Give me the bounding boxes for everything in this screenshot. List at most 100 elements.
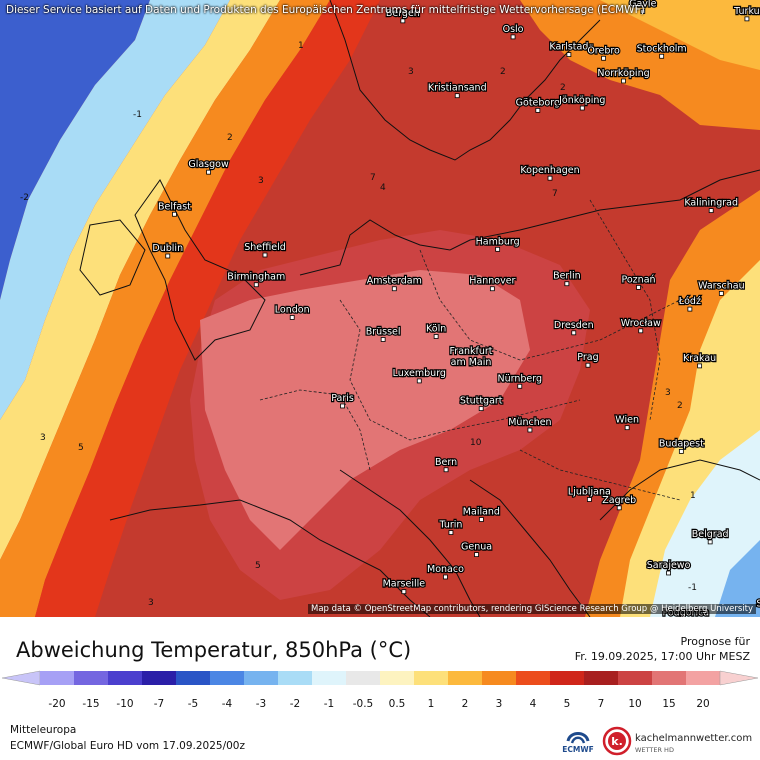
city-label: Nürnberg [497,373,542,384]
temperature-anomaly-map[interactable]: BergenOsloKarlstadGävleStockholmTurkuHel… [0,0,760,617]
city-label: Kaliningrad [684,198,738,209]
legend-swatch [74,671,109,685]
city-dot [489,286,495,292]
isoline-value: 7 [552,189,558,199]
city-dot [744,16,750,22]
city-marker: Mailand [462,505,501,522]
city-marker: Paris [330,392,355,409]
isoline-value: 2 [677,401,683,411]
legend-swatch [482,671,517,685]
city-dot [527,427,533,433]
city-marker: Oslo [501,23,525,40]
legend-swatch [40,671,75,685]
legend-swatch [516,671,551,685]
isoline-value: 3 [408,67,414,77]
city-marker: Wien [614,413,640,431]
city-label: Norrköping [597,68,649,79]
city-label: Paris [331,393,354,404]
city-dot [400,18,406,24]
city-marker: Amsterdam [366,275,423,292]
city-label: London [275,304,310,315]
city-label: Łódź [678,296,701,307]
ecmwf-notice: Dieser Service basiert auf Daten und Pro… [6,4,645,16]
city-label: Sarajewo [647,560,691,571]
ecmwf-logo-text: ECMWF [562,745,594,754]
legend-tick-label: -1 [324,698,334,710]
isoline-value: 3 [258,176,264,186]
city-dot [707,539,713,545]
city-marker: Monaco [426,563,465,580]
map-canvas: BergenOsloKarlstadGävleStockholmTurkuHel… [0,0,760,617]
city-dot [585,362,591,368]
city-label: Frankfurt [450,346,493,357]
city-label: Kristiansand [428,83,487,94]
city-marker: Nürnberg [496,372,543,389]
legend-arrow-left [1,670,41,686]
city-label: Gävle [629,0,656,10]
city-marker: Kopenhagen [519,164,581,181]
city-label: Belfast [158,201,191,212]
legend-swatch [448,671,483,685]
city-dot [586,497,592,502]
isoline-value: 1 [690,491,696,501]
city-dot [624,425,630,431]
city-label: Zagreb [602,495,636,506]
city-label: Genua [461,542,492,553]
city-dot [601,55,607,61]
city-label: Stockholm [637,43,687,54]
city-label: Brüssel [366,327,401,338]
kmw-logo-icon: k. [602,726,632,756]
model-run-label: ECMWF/Global Euro HD vom 17.09.2025/00z [10,740,246,752]
city-dot [697,363,703,369]
city-marker: Wrocław [620,317,662,334]
legend-swatch [278,671,313,685]
isoline-value: 5 [255,561,261,571]
city-label: Luxemburg [393,368,446,379]
kmw-logo-sub: WETTER HD [635,746,674,754]
ecmwf-logo-icon [566,732,590,744]
city-label: München [508,417,551,428]
coastlines [79,0,760,617]
isoline-value: 3 [40,433,46,443]
city-label: Hamburg [476,236,520,247]
city-dot [571,330,577,336]
city-dot [172,211,177,217]
city-label: Sheffield [244,242,286,253]
isoline-value: 3 [665,388,671,398]
isoline-value: 5 [78,443,84,453]
city-marker: Genua [460,540,493,557]
city-dot [206,169,211,175]
legend-swatch [312,671,347,685]
isoline-value: -1 [688,583,697,593]
city-dot [433,334,439,339]
city-dot [253,282,259,288]
map-title: Abweichung Temperatur, 850hPa (°C) [16,638,412,662]
city-marker: Örebro [586,44,621,61]
city-label: Karlstad [549,42,588,53]
city-marker: Zagreb [601,494,637,511]
city-dot [416,378,422,384]
city-marker: Glasgow [187,158,230,175]
city-marker: Göteborg [514,96,561,113]
city-marker: Ljubljana [567,485,612,502]
kachelmannwetter-logo[interactable]: k. kachelmannwetter.com WETTER HD [602,724,752,758]
city-marker: Stuttgart [459,394,504,412]
city-label: Amsterdam [367,276,422,287]
map-attribution[interactable]: Map data © OpenStreetMap contributors, r… [308,604,756,614]
city-dot [454,93,460,99]
isoline-value: 3 [148,598,154,608]
legend-tick-label: 3 [496,698,503,710]
legend-swatch [210,671,245,685]
city-label: Bergen [386,8,420,19]
city-marker: Marseille [381,577,426,595]
footer-panel [0,617,760,760]
city-marker: Dublin [151,242,184,259]
city-label: Jönköping [558,95,605,106]
city-dot [340,403,345,409]
legend-tick-label: -0.5 [353,698,374,710]
city-dot [547,175,553,181]
legend-tick-label: -5 [188,698,198,710]
legend-tick-label: 20 [696,698,709,710]
legend-tick-label: -2 [290,698,300,710]
city-marker: München [507,416,553,433]
